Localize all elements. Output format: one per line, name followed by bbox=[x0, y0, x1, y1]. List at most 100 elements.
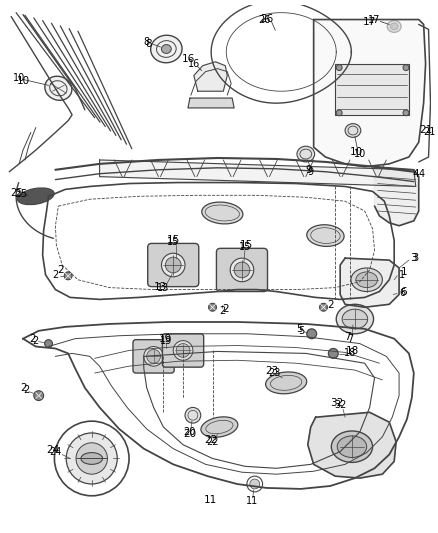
Text: 15: 15 bbox=[166, 236, 180, 246]
Circle shape bbox=[144, 346, 163, 366]
Circle shape bbox=[173, 341, 193, 360]
Circle shape bbox=[320, 303, 327, 311]
Circle shape bbox=[185, 407, 201, 423]
Ellipse shape bbox=[331, 431, 373, 463]
Text: 2: 2 bbox=[23, 385, 29, 395]
Text: 20: 20 bbox=[184, 427, 196, 437]
Text: 19: 19 bbox=[159, 334, 172, 344]
Circle shape bbox=[307, 329, 317, 338]
Text: 6: 6 bbox=[401, 287, 407, 296]
Ellipse shape bbox=[265, 372, 307, 394]
Ellipse shape bbox=[307, 225, 344, 246]
Ellipse shape bbox=[342, 309, 367, 329]
Circle shape bbox=[45, 340, 53, 348]
Circle shape bbox=[336, 110, 342, 116]
Bar bbox=[335, 64, 409, 115]
Ellipse shape bbox=[297, 146, 314, 162]
Circle shape bbox=[147, 350, 160, 363]
Ellipse shape bbox=[201, 417, 238, 437]
Text: 9: 9 bbox=[307, 167, 314, 177]
Text: 16: 16 bbox=[188, 59, 200, 69]
Ellipse shape bbox=[45, 76, 72, 100]
Text: 10: 10 bbox=[17, 76, 29, 86]
Text: 2: 2 bbox=[21, 383, 27, 393]
Circle shape bbox=[336, 64, 342, 70]
Text: 21: 21 bbox=[424, 127, 436, 138]
Circle shape bbox=[230, 258, 254, 282]
Text: 26: 26 bbox=[260, 13, 273, 23]
Text: 21: 21 bbox=[419, 125, 432, 135]
Text: 5: 5 bbox=[297, 324, 303, 334]
Text: 5: 5 bbox=[298, 326, 304, 336]
Ellipse shape bbox=[162, 45, 171, 53]
Text: 20: 20 bbox=[184, 429, 197, 439]
FancyBboxPatch shape bbox=[216, 248, 268, 292]
Circle shape bbox=[403, 64, 409, 70]
Text: 7: 7 bbox=[347, 334, 353, 344]
FancyBboxPatch shape bbox=[133, 340, 174, 373]
Polygon shape bbox=[314, 20, 426, 167]
Text: 24: 24 bbox=[49, 447, 62, 457]
Ellipse shape bbox=[351, 268, 382, 292]
Polygon shape bbox=[308, 413, 396, 478]
Text: 32: 32 bbox=[331, 399, 344, 408]
Text: 10: 10 bbox=[13, 74, 25, 84]
Circle shape bbox=[234, 262, 250, 278]
Ellipse shape bbox=[337, 436, 367, 457]
Text: 2: 2 bbox=[222, 304, 229, 314]
Ellipse shape bbox=[336, 304, 374, 334]
FancyBboxPatch shape bbox=[148, 244, 199, 287]
Text: 22: 22 bbox=[204, 435, 217, 445]
Text: 2: 2 bbox=[327, 300, 334, 310]
Circle shape bbox=[162, 253, 185, 277]
Circle shape bbox=[328, 349, 338, 358]
Polygon shape bbox=[99, 160, 416, 187]
Text: 1: 1 bbox=[401, 267, 407, 277]
Text: 3: 3 bbox=[410, 253, 417, 263]
Text: 11: 11 bbox=[246, 496, 258, 506]
Text: 13: 13 bbox=[157, 282, 170, 293]
Polygon shape bbox=[188, 98, 234, 108]
Text: 2: 2 bbox=[33, 336, 39, 345]
Circle shape bbox=[250, 479, 260, 489]
Text: 15: 15 bbox=[239, 243, 251, 252]
Ellipse shape bbox=[356, 272, 378, 288]
Text: 15: 15 bbox=[167, 237, 180, 247]
Text: 4: 4 bbox=[419, 169, 425, 179]
Text: 11: 11 bbox=[204, 495, 217, 505]
Text: 1: 1 bbox=[399, 270, 405, 280]
Text: 13: 13 bbox=[154, 281, 167, 292]
Ellipse shape bbox=[81, 453, 102, 464]
Text: 18: 18 bbox=[344, 349, 356, 358]
Text: 23: 23 bbox=[268, 368, 281, 378]
Text: 8: 8 bbox=[145, 39, 152, 49]
Circle shape bbox=[34, 391, 44, 400]
Text: 15: 15 bbox=[240, 240, 254, 251]
Text: 24: 24 bbox=[46, 445, 59, 455]
Text: 8: 8 bbox=[144, 37, 150, 47]
Text: 7: 7 bbox=[344, 332, 350, 342]
Text: 6: 6 bbox=[399, 287, 405, 297]
Ellipse shape bbox=[345, 124, 361, 138]
Ellipse shape bbox=[387, 20, 401, 33]
Text: 17: 17 bbox=[363, 18, 376, 28]
Text: 4: 4 bbox=[413, 169, 419, 179]
Ellipse shape bbox=[151, 35, 182, 63]
Circle shape bbox=[176, 344, 190, 357]
Text: 25: 25 bbox=[14, 189, 28, 199]
Text: 18: 18 bbox=[346, 346, 360, 357]
Circle shape bbox=[66, 433, 117, 484]
Circle shape bbox=[208, 303, 216, 311]
Text: 10: 10 bbox=[350, 147, 364, 157]
Text: 16: 16 bbox=[181, 54, 194, 64]
Text: 10: 10 bbox=[353, 149, 366, 159]
Circle shape bbox=[403, 110, 409, 116]
Text: 32: 32 bbox=[334, 400, 346, 410]
Circle shape bbox=[166, 257, 181, 273]
Text: 2: 2 bbox=[57, 265, 64, 275]
Text: 26: 26 bbox=[258, 14, 271, 25]
Text: 2: 2 bbox=[29, 334, 36, 344]
Text: 3: 3 bbox=[412, 253, 418, 263]
Text: 17: 17 bbox=[368, 14, 381, 25]
Polygon shape bbox=[194, 62, 227, 91]
